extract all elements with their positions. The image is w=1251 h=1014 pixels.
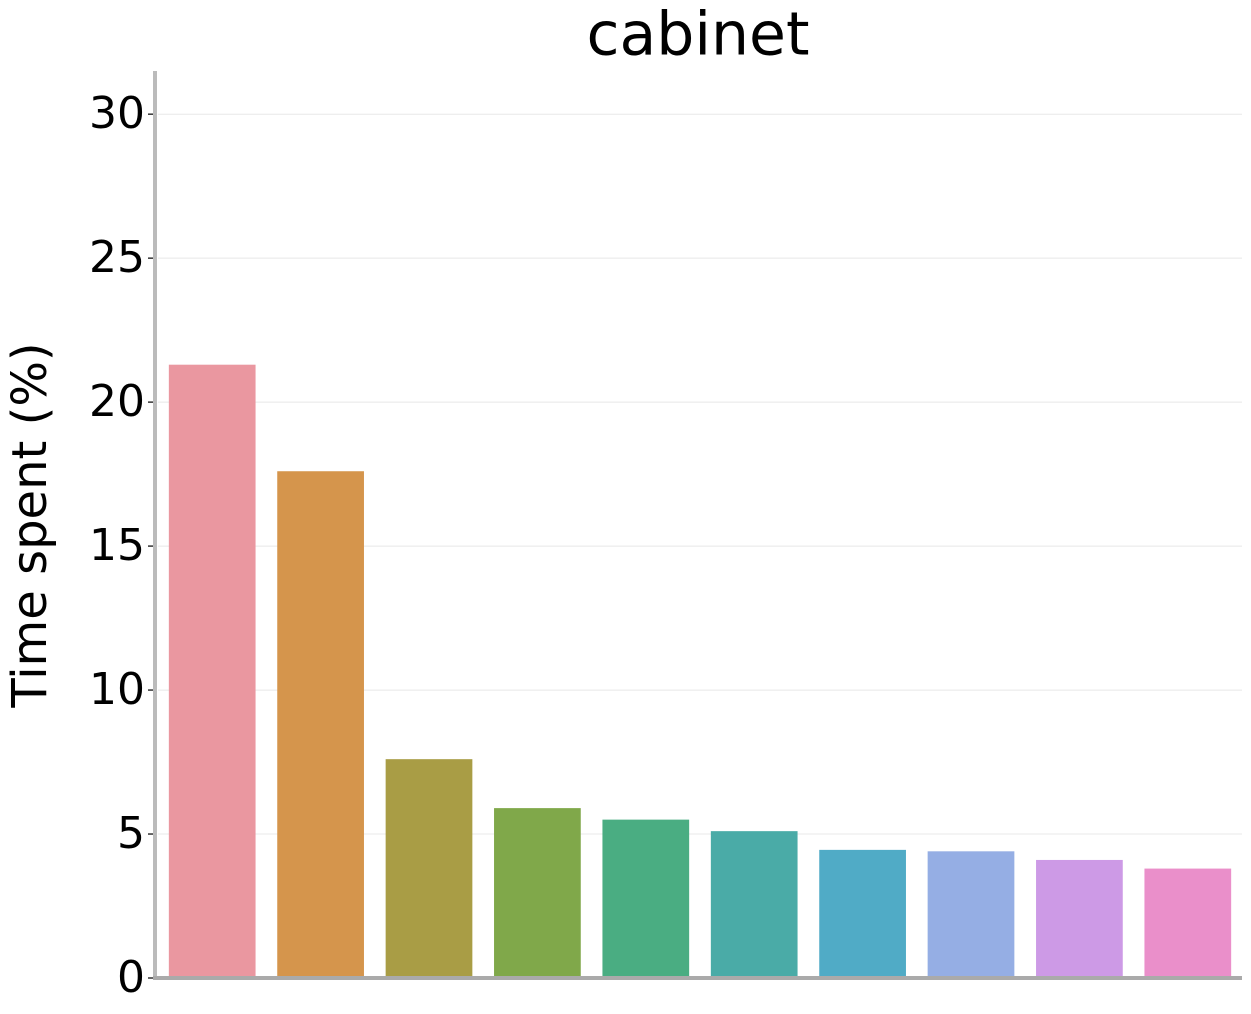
- bar: [1144, 868, 1232, 978]
- y-tick-label: 30: [89, 88, 145, 139]
- bar: [168, 364, 256, 978]
- bar: [385, 759, 473, 978]
- y-tick-label: 15: [89, 520, 145, 571]
- chart-title: cabinet: [587, 0, 810, 70]
- y-tick-label: 0: [117, 952, 145, 1003]
- bar: [819, 849, 906, 978]
- bar: [710, 831, 798, 978]
- y-tick-label: 25: [89, 232, 145, 283]
- y-tick-label: 20: [89, 376, 145, 427]
- y-axis-label: Time spent (%): [2, 342, 58, 708]
- bar: [1036, 859, 1123, 978]
- y-tick-label: 10: [89, 664, 145, 715]
- bar: [927, 851, 1015, 978]
- y-tick-label: 5: [117, 808, 145, 859]
- bar: [494, 808, 581, 978]
- bar: [277, 471, 364, 978]
- bar: [602, 819, 690, 978]
